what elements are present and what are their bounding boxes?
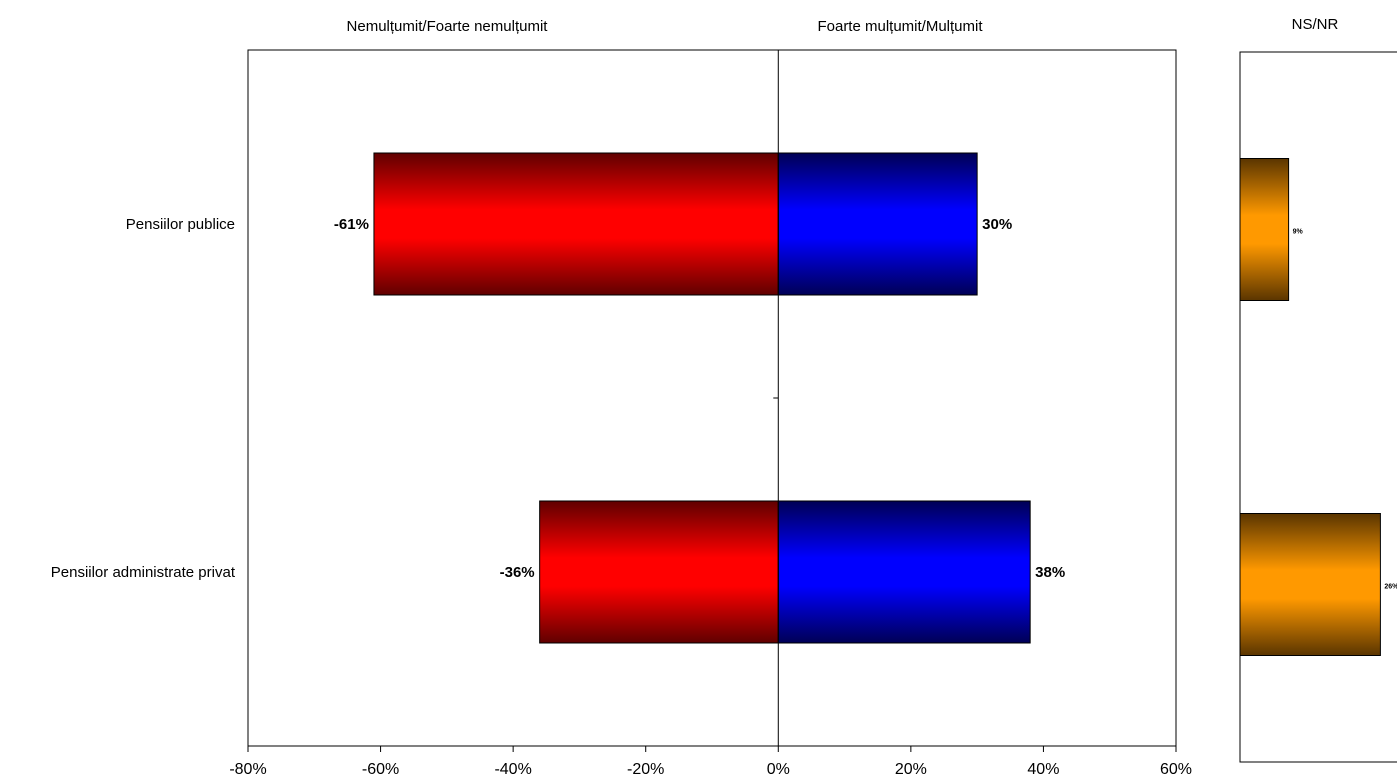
data-label: -61% (334, 216, 369, 233)
bar-nsnr (1239, 158, 1290, 301)
x-tick-label: 40% (1027, 761, 1059, 778)
data-label: -36% (500, 564, 535, 581)
nsnr-title: NS/NR (1292, 16, 1339, 33)
bar-dissatisfied (373, 152, 779, 296)
x-tick-label: -80% (229, 761, 266, 778)
bar-nsnr (1239, 513, 1381, 656)
category-label: Pensiilor administrate privat (51, 564, 236, 581)
data-label: 26% (1384, 584, 1397, 591)
category-label: Pensiilor publice (126, 216, 235, 233)
x-tick-label: -60% (362, 761, 399, 778)
x-tick-label: 0% (767, 761, 790, 778)
data-label: 38% (1035, 564, 1065, 581)
data-label: 9% (1293, 229, 1304, 236)
bar-satisfied (777, 500, 1031, 644)
bar-satisfied (777, 152, 978, 296)
header-right: Foarte mulțumit/Mulțumit (817, 18, 983, 35)
data-label: 30% (982, 216, 1012, 233)
x-tick-label: -40% (494, 761, 531, 778)
x-tick-label: 20% (895, 761, 927, 778)
bar-dissatisfied (539, 500, 779, 644)
x-tick-label: 60% (1160, 761, 1192, 778)
header-left: Nemulțumit/Foarte nemulțumit (347, 18, 549, 35)
x-tick-label: -20% (627, 761, 664, 778)
